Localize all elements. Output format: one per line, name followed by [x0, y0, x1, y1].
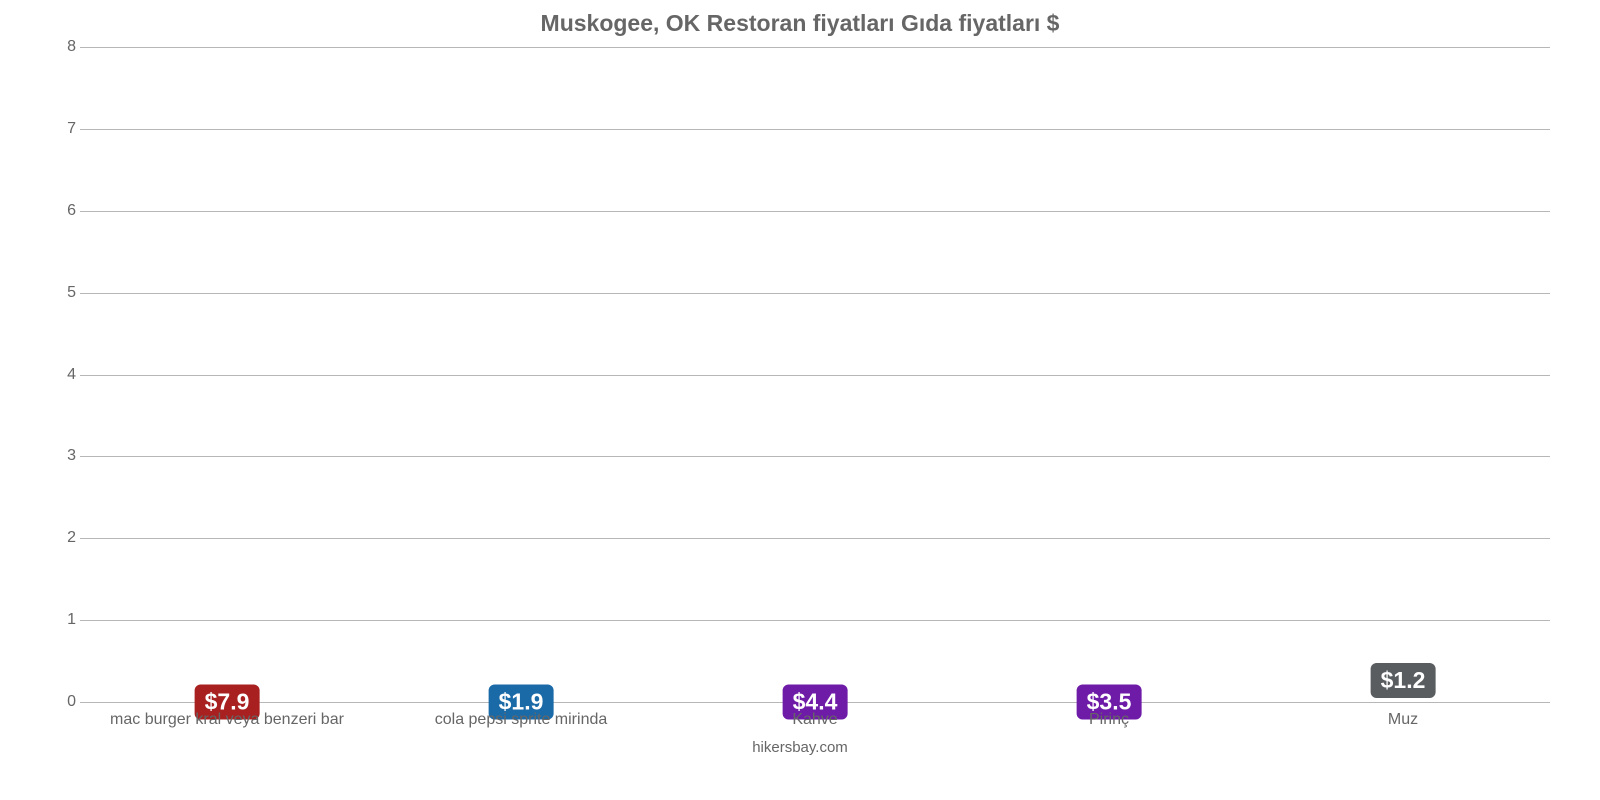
y-tick: 6 [52, 202, 76, 220]
chart-title: Muskogee, OK Restoran fiyatları Gıda fiy… [541, 10, 1060, 37]
y-tick: 2 [52, 529, 76, 547]
x-tick-label: Kahve [668, 711, 962, 729]
y-tick: 1 [52, 611, 76, 629]
x-tick-label: Muz [1256, 711, 1550, 729]
x-tick-label: mac burger kral veya benzeri bar [80, 711, 374, 729]
bar-value-label: $1.2 [1371, 663, 1436, 698]
y-tick: 0 [52, 693, 76, 711]
chart-area: $7.9$1.9$4.4$3.5$1.2 012345678 mac burge… [40, 43, 1560, 743]
plot-area: $7.9$1.9$4.4$3.5$1.2 012345678 [80, 47, 1550, 703]
y-tick: 8 [52, 38, 76, 56]
x-tick-label: Pirinç [962, 711, 1256, 729]
gridline [80, 293, 1550, 294]
gridline [80, 129, 1550, 130]
gridline [80, 538, 1550, 539]
x-tick-label: cola pepsi sprite mirinda [374, 711, 668, 729]
y-tick: 7 [52, 120, 76, 138]
gridline [80, 375, 1550, 376]
x-axis-labels: mac burger kral veya benzeri barcola pep… [80, 711, 1550, 729]
gridline [80, 620, 1550, 621]
y-tick: 3 [52, 447, 76, 465]
gridline [80, 211, 1550, 212]
gridline [80, 456, 1550, 457]
y-tick: 5 [52, 284, 76, 302]
y-tick: 4 [52, 366, 76, 384]
gridline [80, 47, 1550, 48]
